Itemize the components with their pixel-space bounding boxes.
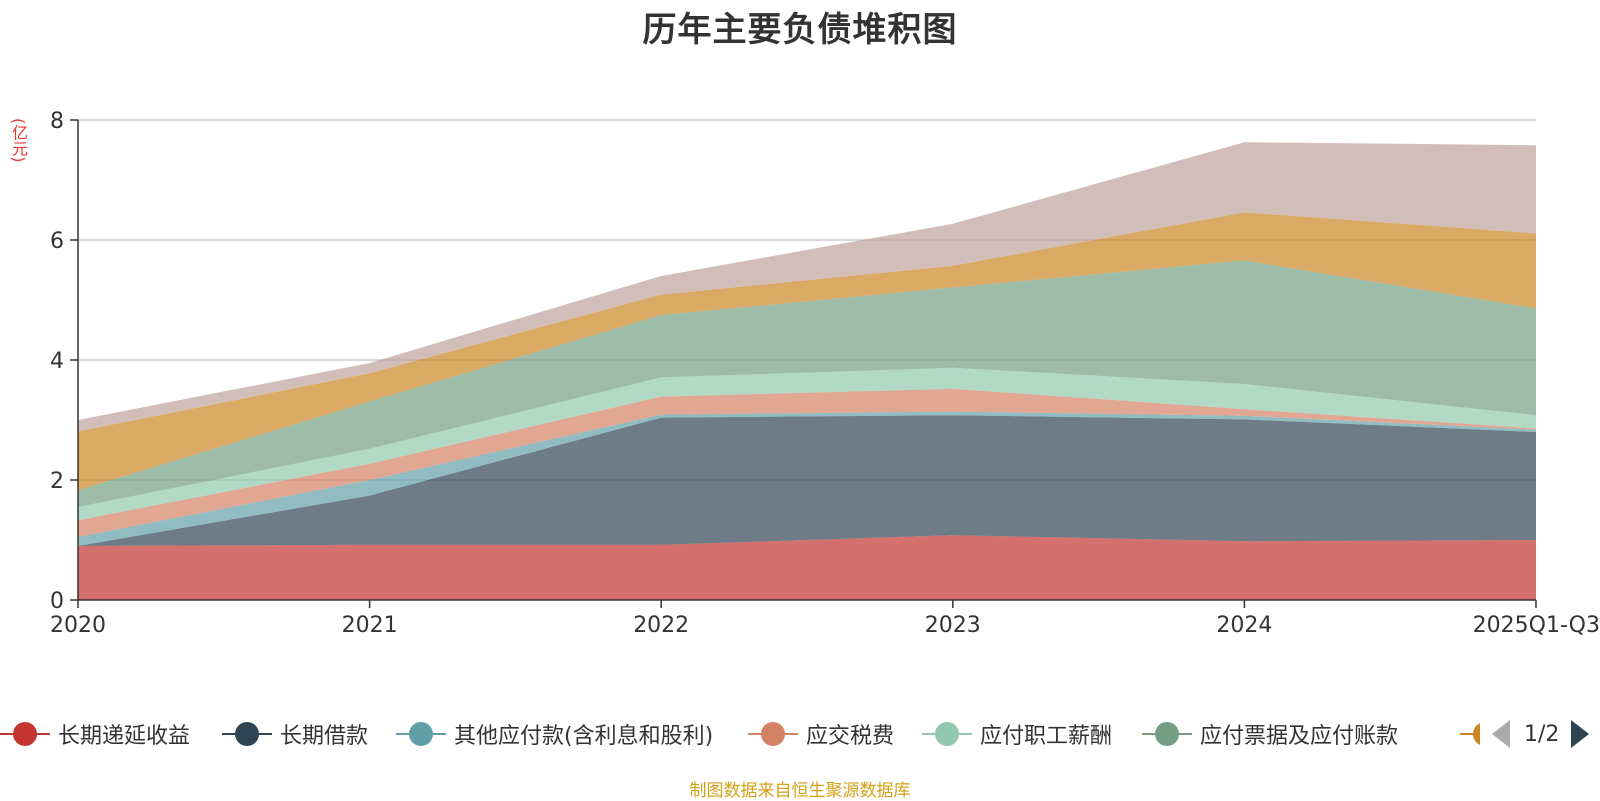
x-tick-label: 2022: [633, 613, 689, 638]
legend: 长期递延收益 长期借款 其他应付款(含利息和股利) 应交税费 应付职工薪酬 应付…: [0, 712, 1600, 756]
legend-marker-icon: [0, 712, 50, 756]
legend-marker-icon: [922, 712, 972, 756]
legend-item-other-payables[interactable]: 其他应付款(含利息和股利): [396, 712, 713, 756]
y-tick-label: 8: [50, 109, 64, 134]
x-tick-label: 2021: [342, 613, 398, 638]
legend-item-long-term-deferred-income[interactable]: 长期递延收益: [0, 712, 190, 756]
tick-labels: 0 2 4 6 8 2020 2021 2022 2023 2024 2025Q1-Q3: [50, 109, 1600, 638]
area-series-layer: [78, 142, 1536, 600]
y-tick-label: 0: [50, 589, 64, 614]
area-series-6: [78, 212, 1536, 491]
y-axis-unit-label: (亿元): [9, 118, 28, 163]
y-tick-label: 2: [50, 469, 64, 494]
legend-label: 应付职工薪酬: [980, 724, 1113, 749]
legend-item-employee-payables[interactable]: 应付职工薪酬: [922, 712, 1112, 756]
area-series-5: [78, 260, 1536, 507]
x-tick-label: 2025Q1-Q3: [1473, 613, 1600, 638]
legend-marker-icon: [748, 712, 798, 756]
legend-marker-icon: [396, 712, 446, 756]
x-tick-label: 2023: [925, 613, 981, 638]
legend-pager: 1/2: [1490, 712, 1600, 756]
legend-label: 应付票据及应付账款: [1200, 724, 1399, 749]
legend-item-taxes-payable[interactable]: 应交税费: [748, 712, 894, 756]
area-series-7: [78, 142, 1536, 432]
stacked-area-chart: 0 2 4 6 8 2020 2021 2022 2023 2024 2025Q1-Q3: [50, 109, 1600, 638]
legend-page-indicator: 1/2: [1524, 721, 1560, 747]
chart-title: 历年主要负债堆积图: [642, 10, 958, 50]
area-series-0: [78, 535, 1536, 600]
legend-marker-icon: [1142, 712, 1192, 756]
y-tick-label: 4: [50, 349, 64, 374]
legend-item-long-term-borrowings[interactable]: 长期借款: [222, 712, 368, 756]
legend-item-notes-accounts-payable[interactable]: 应付票据及应付账款: [1142, 712, 1398, 756]
legend-item-contract-liabilities-clipped[interactable]: [1460, 712, 1480, 756]
legend-label: 其他应付款(含利息和股利): [454, 724, 714, 749]
axes: [70, 119, 1537, 608]
x-tick-label: 2020: [50, 613, 106, 638]
area-series-2: [78, 411, 1536, 546]
data-source-note: 制图数据来自恒生聚源数据库: [689, 781, 911, 801]
y-tick-label: 6: [50, 229, 64, 254]
x-tick-label: 2024: [1216, 613, 1272, 638]
legend-marker-icon: [1460, 712, 1480, 756]
area-series-1: [78, 415, 1536, 546]
legend-prev-page-icon[interactable]: [1492, 720, 1510, 748]
legend-label: 应交税费: [806, 724, 895, 749]
legend-marker-icon: [222, 712, 272, 756]
legend-next-page-icon[interactable]: [1571, 720, 1590, 748]
legend-label: 长期递延收益: [58, 724, 191, 749]
legend-label: 长期借款: [280, 724, 369, 749]
